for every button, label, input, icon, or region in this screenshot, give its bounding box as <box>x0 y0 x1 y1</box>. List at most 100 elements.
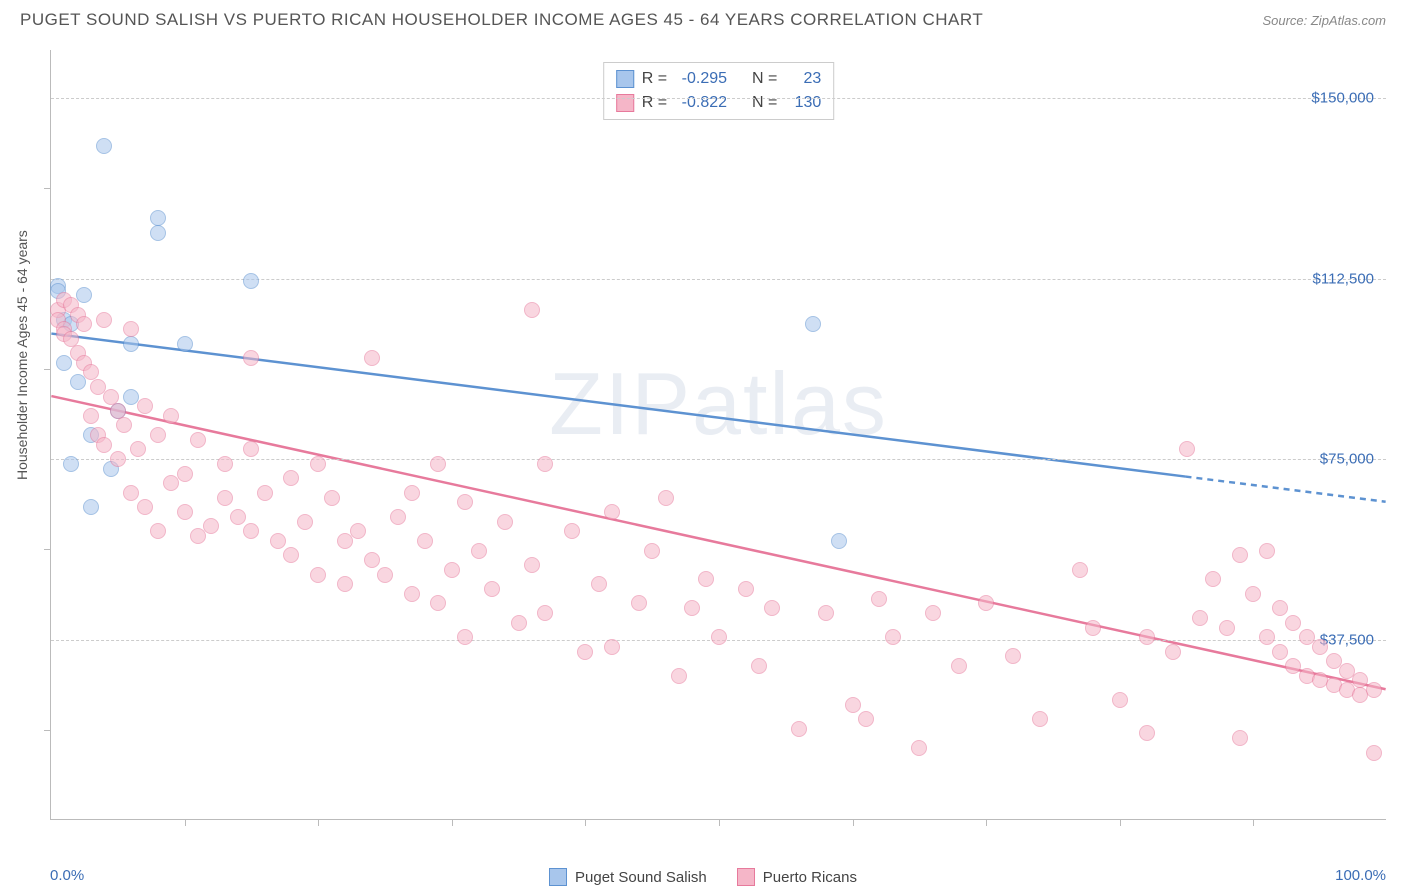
data-point <box>257 485 273 501</box>
data-point <box>644 543 660 559</box>
trend-lines-svg <box>51 50 1386 819</box>
data-point <box>698 571 714 587</box>
series-legend: Puget Sound Salish Puerto Ricans <box>0 862 1406 892</box>
y-tick-label: $112,500 <box>1313 270 1374 287</box>
chart-title: PUGET SOUND SALISH VS PUERTO RICAN HOUSE… <box>20 10 983 30</box>
data-point <box>163 408 179 424</box>
data-point <box>831 533 847 549</box>
data-point <box>1192 610 1208 626</box>
data-point <box>1219 620 1235 636</box>
data-point <box>1272 644 1288 660</box>
y-tick <box>44 730 51 731</box>
data-point <box>764 600 780 616</box>
data-point <box>1165 644 1181 660</box>
x-tick <box>452 819 453 826</box>
data-point <box>324 490 340 506</box>
data-point <box>404 485 420 501</box>
data-point <box>751 658 767 674</box>
data-point <box>217 456 233 472</box>
x-tick <box>1253 819 1254 826</box>
data-point <box>150 225 166 241</box>
data-point <box>1085 620 1101 636</box>
data-point <box>364 350 380 366</box>
data-point <box>511 615 527 631</box>
data-point <box>283 470 299 486</box>
data-point <box>283 547 299 563</box>
data-point <box>951 658 967 674</box>
data-point <box>243 350 259 366</box>
legend-swatch <box>616 70 634 88</box>
r-value: -0.822 <box>675 91 727 115</box>
legend-label: Puerto Ricans <box>763 869 857 886</box>
legend-swatch <box>549 868 567 886</box>
legend-item: Puerto Ricans <box>737 868 857 886</box>
data-point <box>1139 725 1155 741</box>
data-point <box>1179 441 1195 457</box>
x-tick <box>719 819 720 826</box>
data-point <box>404 586 420 602</box>
gridline <box>51 98 1386 99</box>
data-point <box>270 533 286 549</box>
data-point <box>430 456 446 472</box>
y-tick-label: $75,000 <box>1320 451 1374 468</box>
r-label: R = <box>642 67 667 91</box>
data-point <box>1032 711 1048 727</box>
x-tick <box>986 819 987 826</box>
data-point <box>177 336 193 352</box>
r-value: -0.295 <box>675 67 727 91</box>
legend-swatch <box>616 94 634 112</box>
scatter-plot: ZIPatlas R =-0.295 N =23R =-0.822 N =130… <box>50 50 1386 820</box>
data-point <box>1005 648 1021 664</box>
data-point <box>604 639 620 655</box>
data-point <box>537 605 553 621</box>
data-point <box>1285 615 1301 631</box>
legend-item: Puget Sound Salish <box>549 868 707 886</box>
source-attribution: Source: ZipAtlas.com <box>1262 13 1386 28</box>
data-point <box>190 432 206 448</box>
data-point <box>116 417 132 433</box>
data-point <box>137 398 153 414</box>
x-tick <box>853 819 854 826</box>
data-point <box>96 437 112 453</box>
data-point <box>577 644 593 660</box>
data-point <box>243 523 259 539</box>
data-point <box>203 518 219 534</box>
data-point <box>818 605 834 621</box>
data-point <box>377 567 393 583</box>
data-point <box>871 591 887 607</box>
data-point <box>96 138 112 154</box>
legend-label: Puget Sound Salish <box>575 869 707 886</box>
data-point <box>217 490 233 506</box>
data-point <box>297 514 313 530</box>
data-point <box>1259 629 1275 645</box>
data-point <box>364 552 380 568</box>
data-point <box>925 605 941 621</box>
data-point <box>858 711 874 727</box>
data-point <box>711 629 727 645</box>
data-point <box>1259 543 1275 559</box>
stats-row: R =-0.295 N =23 <box>616 67 822 91</box>
data-point <box>177 504 193 520</box>
data-point <box>1139 629 1155 645</box>
y-tick <box>44 188 51 189</box>
n-label: N = <box>752 91 777 115</box>
data-point <box>150 427 166 443</box>
data-point <box>430 595 446 611</box>
data-point <box>123 485 139 501</box>
data-point <box>1232 547 1248 563</box>
data-point <box>671 668 687 684</box>
gridline <box>51 459 1386 460</box>
n-label: N = <box>752 67 777 91</box>
stats-row: R =-0.822 N =130 <box>616 91 822 115</box>
correlation-stats-box: R =-0.295 N =23R =-0.822 N =130 <box>603 62 835 120</box>
data-point <box>497 514 513 530</box>
data-point <box>978 595 994 611</box>
x-tick <box>1120 819 1121 826</box>
data-point <box>123 321 139 337</box>
data-point <box>243 441 259 457</box>
y-tick <box>44 549 51 550</box>
x-tick <box>185 819 186 826</box>
x-tick <box>318 819 319 826</box>
watermark-text: ZIPatlas <box>549 353 888 455</box>
data-point <box>417 533 433 549</box>
